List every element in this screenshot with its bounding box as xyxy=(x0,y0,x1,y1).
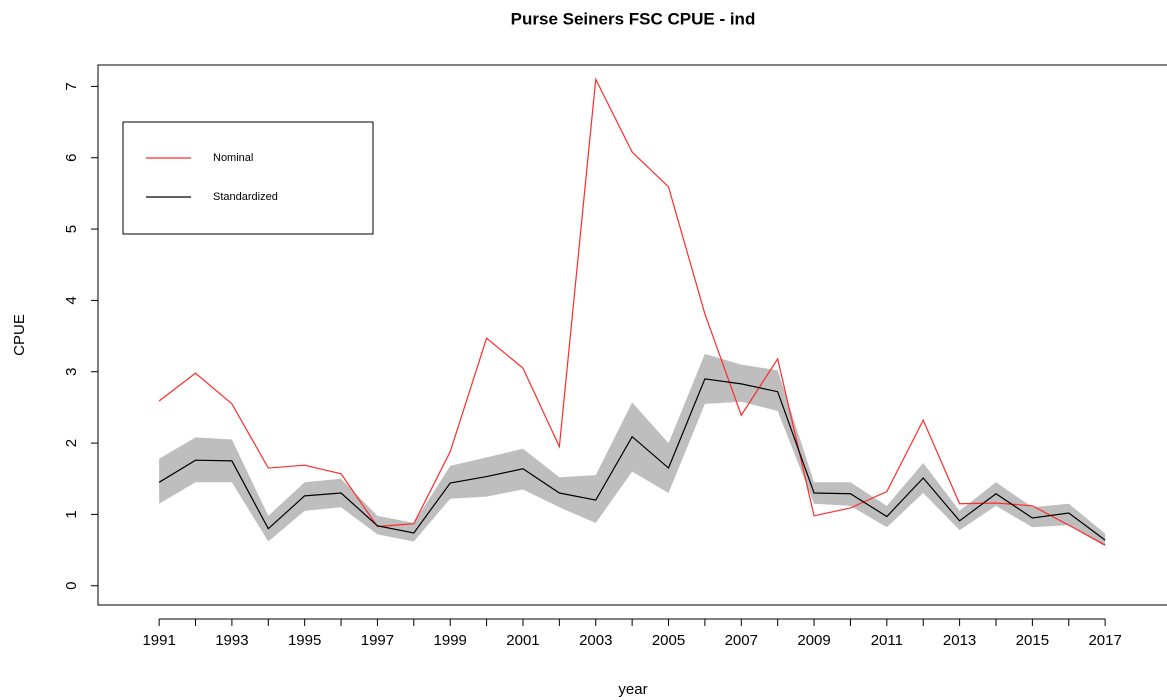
x-tick-label: 2013 xyxy=(943,632,976,649)
y-tick-label: 5 xyxy=(63,225,80,233)
legend-label: Standardized xyxy=(213,191,278,203)
x-tick-label: 1999 xyxy=(434,632,467,649)
x-tick-label: 2015 xyxy=(1016,632,1049,649)
x-tick-label: 1991 xyxy=(142,632,175,649)
chart-title: Purse Seiners FSC CPUE - ind xyxy=(511,9,756,28)
x-tick-label: 2007 xyxy=(725,632,758,649)
legend-label: Nominal xyxy=(213,152,253,164)
x-tick-label: 1995 xyxy=(288,632,321,649)
legend-box xyxy=(122,121,374,235)
confidence-band xyxy=(159,353,1106,547)
y-tick-label: 3 xyxy=(63,368,80,376)
x-tick-label: 2017 xyxy=(1088,632,1121,649)
x-tick-label: 2005 xyxy=(652,632,685,649)
y-tick-label: 7 xyxy=(63,82,80,90)
plot-frame xyxy=(97,64,1167,606)
x-tick-label: 2001 xyxy=(506,632,539,649)
x-tick-label: 2011 xyxy=(871,632,903,649)
x-tick-label: 1993 xyxy=(215,632,248,649)
y-tick-label: 1 xyxy=(63,510,80,518)
y-axis-label: CPUE xyxy=(11,314,28,356)
x-axis-label: year xyxy=(618,681,647,698)
x-tick-label: 1997 xyxy=(361,632,394,649)
y-tick-label: 4 xyxy=(63,296,80,304)
y-tick-label: 2 xyxy=(63,439,80,447)
x-tick-label: 2009 xyxy=(797,632,830,649)
series-line xyxy=(158,378,1106,541)
y-tick-label: 6 xyxy=(63,154,80,162)
y-tick-label: 0 xyxy=(63,582,80,590)
x-tick-label: 2003 xyxy=(579,632,612,649)
series-line xyxy=(158,77,1106,546)
